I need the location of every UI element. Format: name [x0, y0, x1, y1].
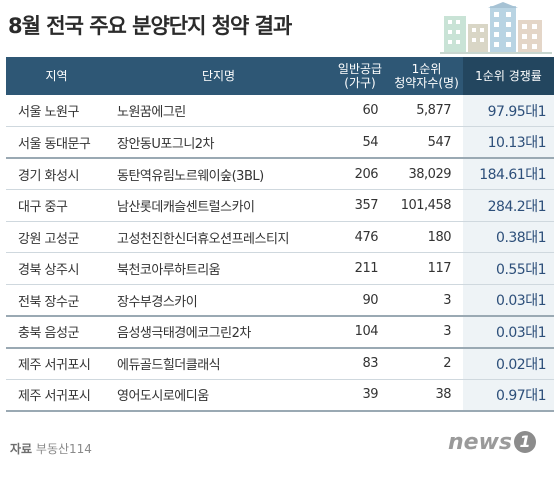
subscription-results-table: 지역 단지명 일반공급 (가구) 1순위 청약자수(명) 1순위 경쟁률 서울 …	[6, 57, 554, 412]
cell-supply: 83	[362, 356, 378, 372]
cell-region: 강원 고성군	[18, 231, 79, 247]
source-value: 부동산114	[35, 442, 92, 456]
cell-complex: 남산롯데캐슬센트럴스카이	[117, 200, 255, 216]
cell-rate: 284.2대1	[463, 189, 554, 222]
header-region: 지역	[45, 69, 68, 83]
table-row: 경북 상주시 북천코아루하트리움 211 117 0.55대1	[6, 252, 554, 285]
cell-supply: 476	[354, 229, 379, 245]
cell-applicants: 3	[443, 292, 451, 308]
table-row: 제주 서귀포시 영어도시로에디움 39 38 0.97대1	[6, 379, 554, 411]
cell-rate: 0.02대1	[463, 347, 554, 380]
cell-rate: 0.55대1	[463, 252, 554, 285]
cell-region: 경기 화성시	[18, 168, 79, 184]
cell-rate: 0.38대1	[463, 221, 554, 253]
cell-complex: 장수부경스카이	[117, 294, 198, 310]
cell-region: 경북 상주시	[18, 263, 79, 279]
cell-supply: 39	[362, 387, 378, 403]
page-title: 8월 전국 주요 분양단지 청약 결과	[8, 14, 292, 38]
cell-complex: 동탄역유림노르웨이숲(3BL)	[117, 168, 264, 184]
cell-applicants: 547	[427, 134, 452, 150]
cell-supply: 357	[354, 198, 379, 214]
cell-supply: 60	[362, 103, 378, 119]
table-row: 전북 장수군 장수부경스카이 90 3 0.03대1	[6, 284, 554, 317]
cell-complex: 북천코아루하트리움	[117, 263, 221, 279]
cell-supply: 211	[354, 261, 379, 277]
cell-rate: 97.95대1	[463, 95, 554, 127]
cell-complex: 고성천진한신더휴오션프레스티지	[117, 231, 289, 247]
cell-region: 제주 서귀포시	[18, 358, 91, 374]
table-row: 경기 화성시 동탄역유림노르웨이숲(3BL) 206 38,029 184.61…	[6, 158, 554, 190]
header-rate: 1순위 경쟁률	[463, 57, 554, 95]
header-supply-line2: (가구)	[344, 76, 376, 90]
cell-applicants: 5,877	[416, 103, 451, 119]
header-supply: 일반공급 (가구)	[330, 57, 390, 95]
table-row: 서울 동대문구 장안동U포그니2차 54 547 10.13대1	[6, 126, 554, 159]
cell-supply: 90	[362, 292, 378, 308]
cell-region: 서울 노원구	[18, 105, 79, 121]
cell-region: 대구 중구	[18, 200, 68, 216]
table-header-row: 지역 단지명 일반공급 (가구) 1순위 청약자수(명) 1순위 경쟁률	[6, 57, 554, 95]
cell-complex: 노원꿈에그린	[117, 105, 186, 121]
header-supply-line1: 일반공급	[337, 62, 383, 76]
cell-region: 제주 서귀포시	[18, 389, 91, 405]
news1-logo: news 1	[448, 430, 537, 455]
table-row: 서울 노원구 노원꿈에그린 60 5,877 97.95대1	[6, 95, 554, 127]
cell-applicants: 101,458	[400, 198, 452, 214]
cell-applicants: 2	[443, 356, 451, 372]
cell-complex: 음성생극태경에코그린2차	[117, 326, 251, 342]
cell-region: 전북 장수군	[18, 294, 79, 310]
table-row: 충북 음성군 음성생극태경에코그린2차 104 3 0.03대1	[6, 316, 554, 348]
cell-supply: 104	[354, 324, 379, 340]
cell-rate: 184.61대1	[463, 158, 554, 190]
table-row: 대구 중구 남산롯데캐슬센트럴스카이 357 101,458 284.2대1	[6, 189, 554, 222]
header-applicants-line1: 1순위	[411, 62, 442, 76]
cell-rate: 0.03대1	[463, 316, 554, 348]
cell-complex: 에듀골드힐더클래식	[117, 358, 221, 374]
cell-supply: 54	[362, 134, 378, 150]
cell-applicants: 117	[427, 261, 452, 277]
source-credit: 자료 부동산114	[10, 440, 92, 457]
logo-mark: 1	[514, 431, 537, 453]
cell-applicants: 3	[443, 324, 451, 340]
cell-applicants: 180	[427, 229, 452, 245]
header-complex: 단지명	[201, 69, 236, 83]
table-row: 제주 서귀포시 에듀골드힐더클래식 83 2 0.02대1	[6, 347, 554, 380]
cell-region: 충북 음성군	[18, 326, 79, 342]
cell-rate: 0.97대1	[463, 379, 554, 411]
cell-supply: 206	[354, 166, 379, 182]
cell-applicants: 38	[435, 387, 451, 403]
cell-complex: 장안동U포그니2차	[117, 136, 215, 152]
header-applicants: 1순위 청약자수(명)	[390, 57, 463, 95]
cell-rate: 0.03대1	[463, 284, 554, 317]
table-row: 강원 고성군 고성천진한신더휴오션프레스티지 476 180 0.38대1	[6, 221, 554, 253]
cell-applicants: 38,029	[408, 166, 452, 182]
buildings-illustration	[440, 2, 552, 54]
source-label: 자료	[10, 442, 33, 456]
logo-text: news	[448, 430, 513, 455]
header-applicants-line2: 청약자수(명)	[394, 76, 459, 90]
cell-rate: 10.13대1	[463, 126, 554, 159]
cell-complex: 영어도시로에디움	[117, 389, 209, 405]
cell-region: 서울 동대문구	[18, 136, 91, 152]
